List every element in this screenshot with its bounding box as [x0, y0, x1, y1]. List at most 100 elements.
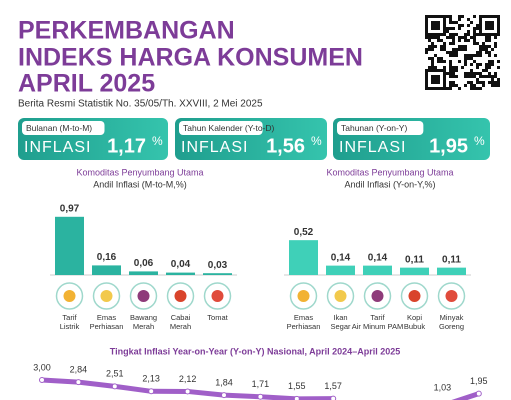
- qr-cell: [485, 45, 488, 48]
- qr-cell: [479, 48, 482, 51]
- qr-cell: [497, 81, 500, 84]
- qr-cell: [491, 78, 494, 81]
- stat-unit: %: [152, 134, 163, 148]
- stat-pill: [22, 121, 105, 135]
- title-line: PERKEMBANGAN: [18, 17, 235, 45]
- qr-cell: [449, 84, 452, 87]
- icon-core: [100, 290, 113, 302]
- title-line: INDEKS HARGA KONSUMEN: [18, 44, 363, 72]
- qr-cell: [464, 54, 467, 57]
- qr-cell: [458, 87, 461, 90]
- qr-cell: [446, 36, 449, 39]
- qr-cell: [473, 54, 476, 57]
- qr-cell: [476, 66, 479, 69]
- qr-cell: [482, 81, 485, 84]
- subtitle: Berita Resmi Statistik No. 35/05/Th. XXV…: [18, 99, 263, 110]
- qr-cell: [461, 36, 464, 39]
- qr-cell: [473, 30, 476, 33]
- qr-cell: [446, 87, 449, 90]
- qr-cell: [428, 57, 431, 60]
- qr-cell: [455, 21, 458, 24]
- title-line: APRIL 2025: [18, 70, 155, 98]
- value-label: 1,84: [215, 377, 233, 387]
- qr-cell: [479, 87, 482, 90]
- qr-cell: [470, 54, 473, 57]
- qr-finder: [485, 21, 494, 30]
- qr-cell: [446, 15, 449, 18]
- qr-cell: [455, 75, 458, 78]
- icon-core: [174, 290, 187, 302]
- qr-cell: [431, 60, 434, 63]
- qr-cell: [425, 48, 428, 51]
- qr-cell: [476, 33, 479, 36]
- value-label: 2,12: [179, 374, 197, 384]
- qr-cell: [449, 27, 452, 30]
- bar: [326, 265, 355, 275]
- value-label: 1,71: [252, 379, 270, 389]
- qr-cell: [431, 48, 434, 51]
- qr-cell: [485, 69, 488, 72]
- stat-value: 1,95: [429, 135, 468, 157]
- qr-cell: [452, 72, 455, 75]
- icon-core: [445, 290, 458, 302]
- qr-cell: [491, 75, 494, 78]
- qr-cell: [479, 63, 482, 66]
- category-label: Tarif Listrik: [60, 313, 80, 331]
- qr-cell: [464, 48, 467, 51]
- category-label: Bawang Merah: [130, 313, 157, 331]
- bar: [129, 271, 158, 275]
- qr-cell: [449, 15, 452, 18]
- bar: [363, 265, 392, 275]
- qr-cell: [467, 30, 470, 33]
- qr-cell: [494, 36, 497, 39]
- qr-cell: [452, 39, 455, 42]
- qr-cell: [491, 81, 494, 84]
- qr-cell: [461, 15, 464, 18]
- qr-cell: [491, 84, 494, 87]
- qr-cell: [473, 39, 476, 42]
- qr-cell: [473, 60, 476, 63]
- qr-cell: [485, 63, 488, 66]
- qr-cell: [479, 75, 482, 78]
- category-label: Emas Perhiasan: [287, 313, 321, 331]
- qr-cell: [494, 84, 497, 87]
- qr-cell: [449, 21, 452, 24]
- qr-cell: [476, 81, 479, 84]
- qr-cell: [488, 51, 491, 54]
- value-label: 0,16: [97, 252, 117, 263]
- qr-cell: [470, 36, 473, 39]
- bar: [203, 273, 232, 275]
- qr-cell: [449, 63, 452, 66]
- qr-cell: [488, 81, 491, 84]
- qr-cell: [449, 18, 452, 21]
- qr-cell: [440, 48, 443, 51]
- qr-cell: [476, 51, 479, 54]
- qr-cell: [470, 57, 473, 60]
- qr-cell: [455, 69, 458, 72]
- value-label: 2,13: [142, 374, 160, 384]
- qr-cell: [488, 75, 491, 78]
- qr-cell: [488, 66, 491, 69]
- qr-cell: [479, 72, 482, 75]
- qr-cell: [491, 60, 494, 63]
- qr-cell: [476, 42, 479, 45]
- qr-cell: [449, 51, 452, 54]
- qr-cell: [452, 69, 455, 72]
- qr-cell: [467, 33, 470, 36]
- chart-title: Komoditas Penyumbang Utama: [76, 167, 203, 177]
- qr-cell: [467, 72, 470, 75]
- qr-cell: [461, 48, 464, 51]
- qr-cell: [461, 45, 464, 48]
- qr-cell: [464, 75, 467, 78]
- qr-cell: [485, 66, 488, 69]
- qr-cell: [479, 54, 482, 57]
- qr-cell: [434, 36, 437, 39]
- icon-core: [137, 290, 150, 302]
- qr-cell: [476, 24, 479, 27]
- qr-cell: [473, 36, 476, 39]
- point: [330, 395, 337, 400]
- qr-cell: [494, 72, 497, 75]
- qr-cell: [449, 42, 452, 45]
- qr-cell: [458, 39, 461, 42]
- qr-cell: [476, 54, 479, 57]
